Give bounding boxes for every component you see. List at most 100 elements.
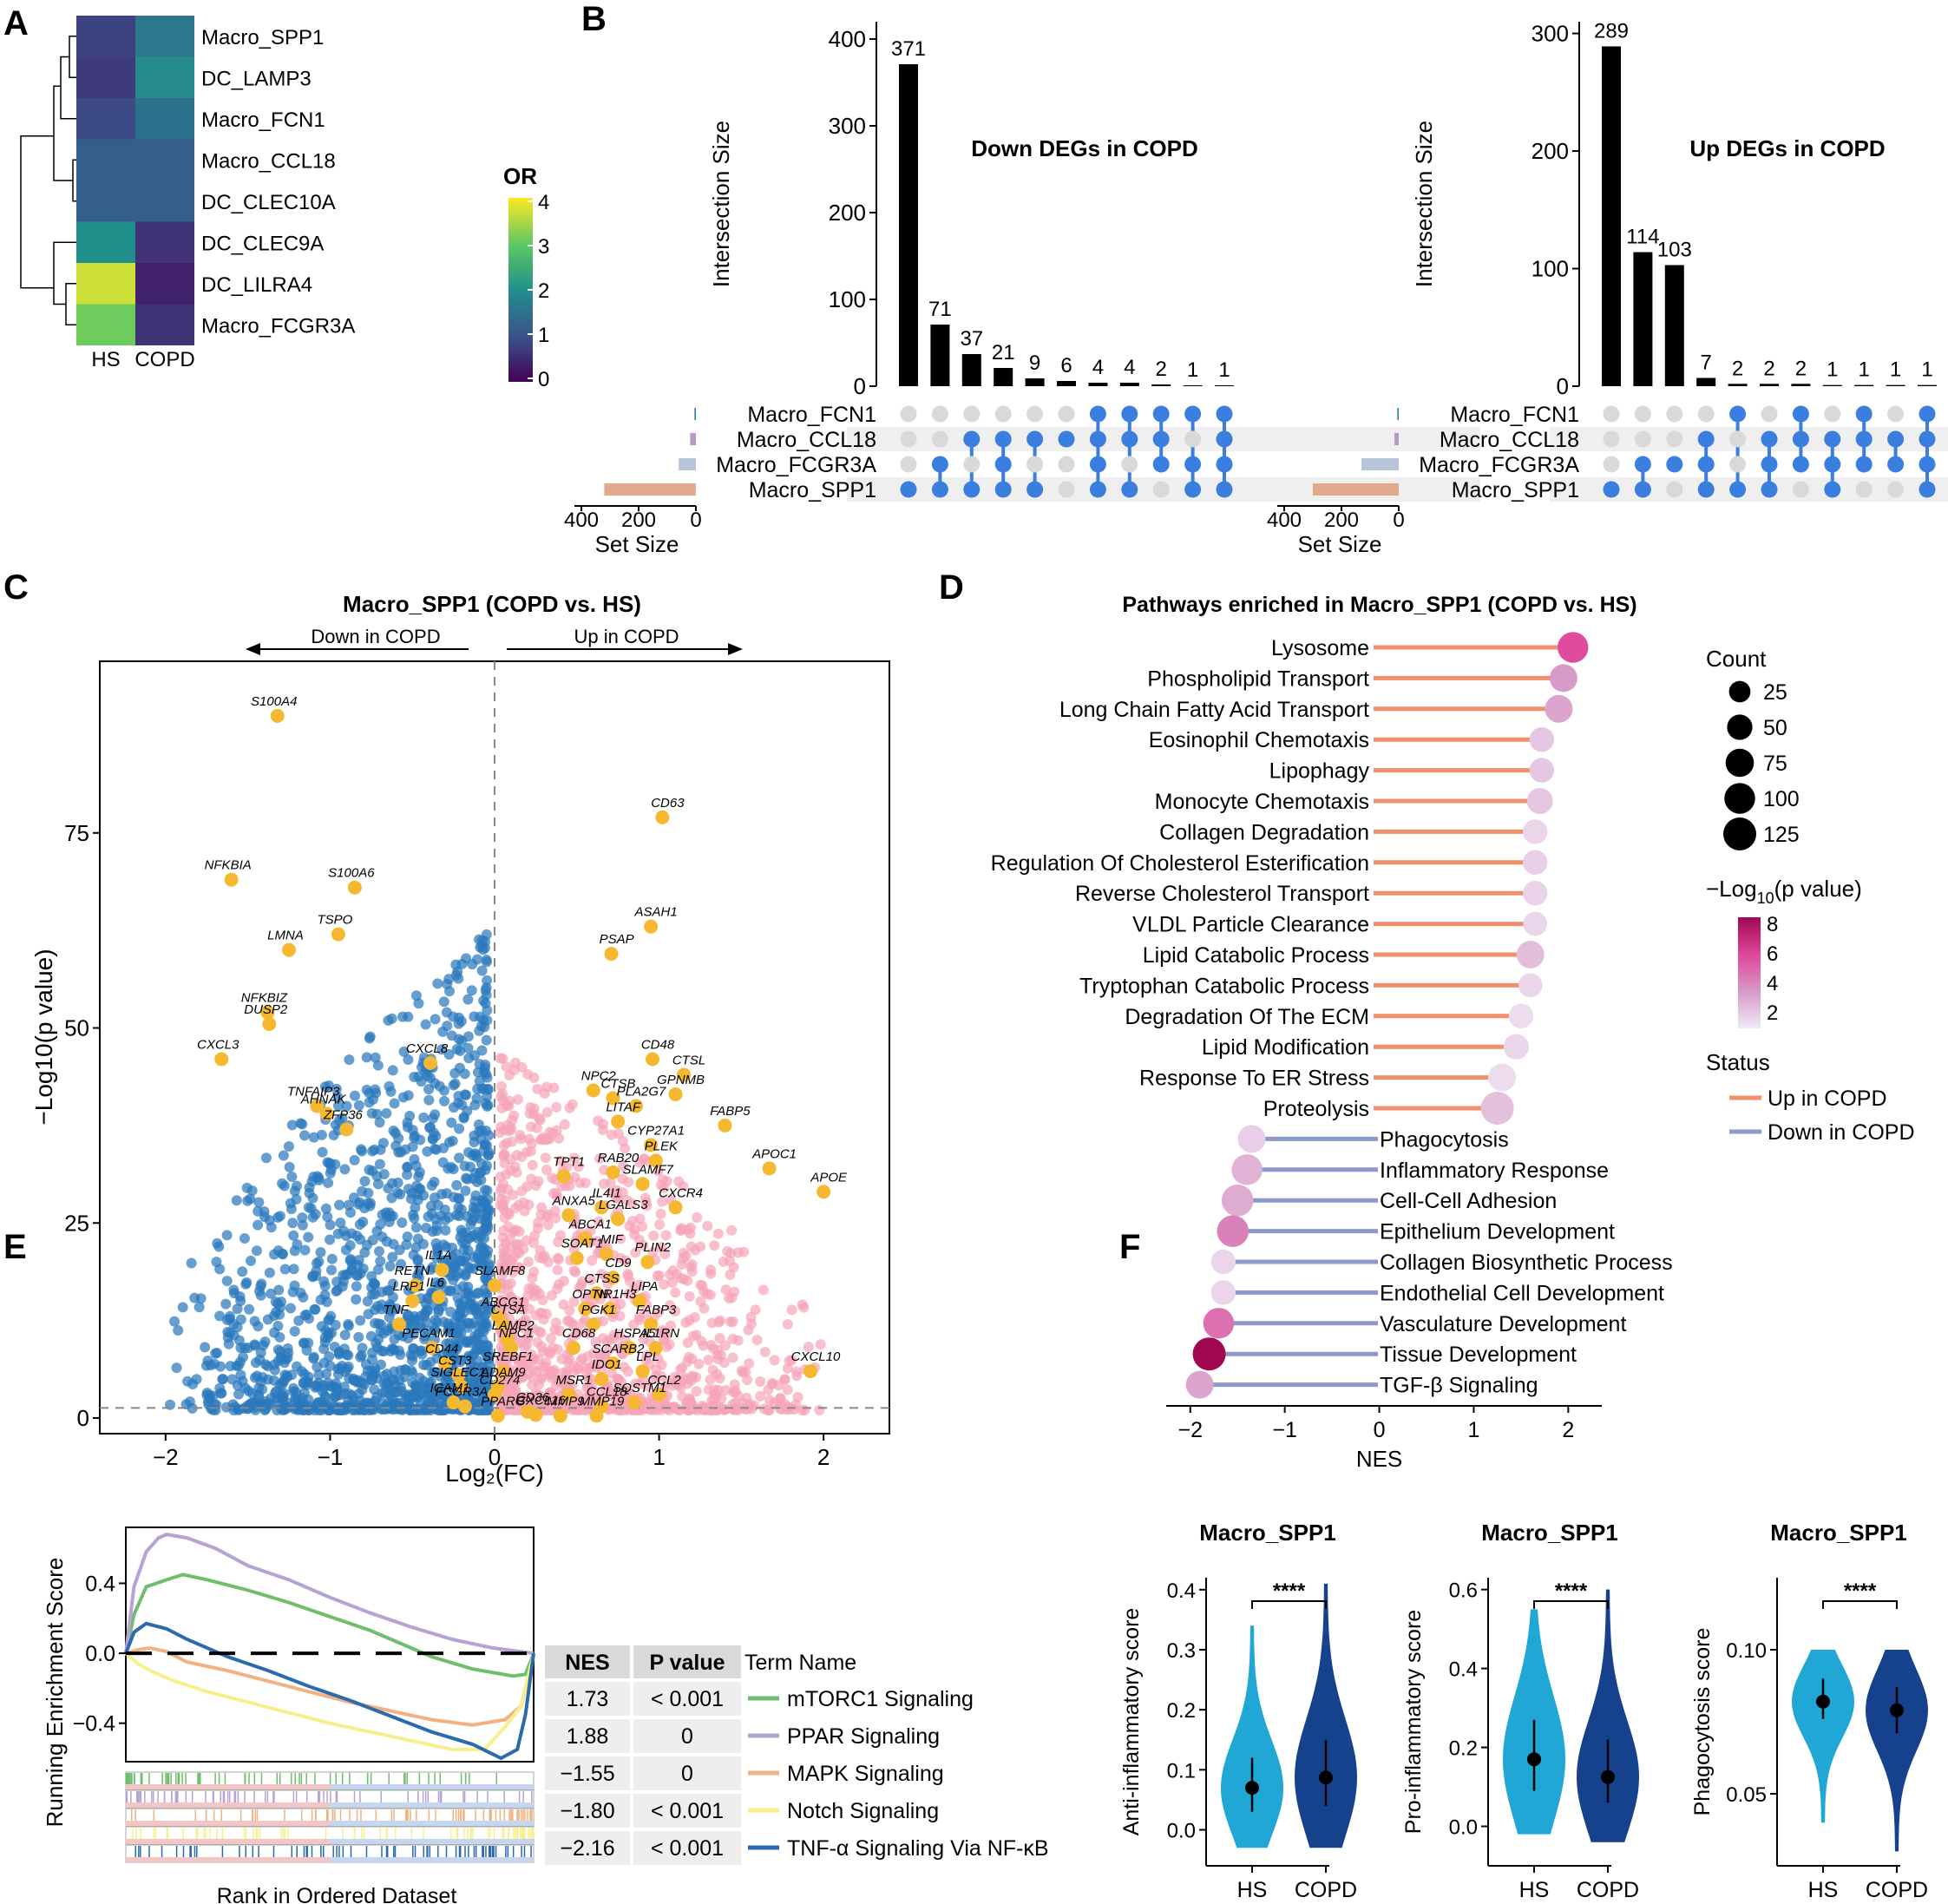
up-gene-point	[511, 1167, 522, 1179]
down-gene-point	[235, 1296, 246, 1307]
term-name: PPAR Signaling	[787, 1724, 940, 1749]
pathway-label: Epithelium Development	[1380, 1220, 1615, 1244]
membership-dot	[1666, 405, 1683, 423]
p-legend-title: −Log10(p value)	[1706, 876, 1862, 907]
dendrogram-branch	[72, 159, 76, 202]
down-gene-point	[482, 1288, 493, 1299]
down-gene-point	[272, 1298, 284, 1310]
down-gene-point	[388, 1343, 399, 1355]
labeled-gene-point	[262, 1017, 277, 1032]
membership-dot	[1058, 456, 1075, 473]
down-gene-point	[367, 1289, 378, 1300]
down-gene-point	[433, 1387, 444, 1398]
pathway-label: Lysosome	[1271, 636, 1369, 660]
down-gene-point	[231, 1195, 242, 1206]
x-tick-label: −2	[153, 1444, 179, 1470]
down-gene-point	[239, 1232, 250, 1244]
down-gene-point	[466, 985, 477, 996]
up-gene-point	[687, 1370, 699, 1382]
set-name: Macro_SPP1	[1452, 478, 1579, 502]
gene-label: CD48	[641, 1037, 675, 1052]
gene-label: CTSA	[490, 1303, 525, 1317]
lollipop-head	[1516, 941, 1545, 968]
x-tick-label: HS	[1237, 1878, 1268, 1902]
up-gene-point	[648, 1230, 659, 1241]
down-gene-point	[476, 1133, 487, 1145]
down-gene-point	[482, 1185, 493, 1196]
down-gene-point	[409, 1133, 420, 1144]
violin-shape	[1221, 1625, 1283, 1848]
gene-label: IDO1	[592, 1357, 622, 1372]
down-gene-point	[468, 1202, 479, 1213]
down-gene-point	[476, 965, 488, 976]
membership-dot	[1697, 405, 1715, 423]
down-gene-point	[235, 1314, 246, 1325]
arrow-left-head	[246, 643, 260, 655]
heatmap-cell	[76, 304, 135, 345]
lollipop-head	[1503, 1034, 1530, 1060]
membership-dot	[1855, 481, 1873, 498]
membership-dot	[1761, 481, 1778, 498]
down-gene-point	[232, 1303, 243, 1315]
up-gene-point	[528, 1238, 540, 1249]
gene-label: NFKBIA	[205, 858, 252, 873]
membership-dot	[963, 405, 981, 423]
up-gene-point	[779, 1374, 790, 1385]
down-gene-point	[249, 1402, 260, 1413]
down-gene-point	[223, 1338, 234, 1349]
down-gene-point	[461, 1288, 472, 1299]
arrow-left-label: Down in COPD	[311, 626, 440, 647]
up-gene-point	[712, 1228, 724, 1239]
down-gene-point	[372, 1264, 384, 1275]
panel-label-f: F	[1119, 1228, 1140, 1266]
dendrogram-branch	[53, 85, 73, 181]
up-gene-point	[570, 1266, 581, 1277]
bar-value-label: 1	[1921, 358, 1932, 382]
up-gene-point	[552, 1264, 563, 1276]
labeled-gene-point	[604, 947, 619, 962]
down-gene-point	[200, 1360, 212, 1371]
membership-dot	[1152, 405, 1170, 423]
membership-dot	[1918, 430, 1936, 448]
up-gene-point	[709, 1240, 720, 1251]
gene-label: CTSS	[585, 1271, 620, 1286]
down-gene-point	[482, 1014, 493, 1026]
membership-dot	[1026, 481, 1044, 498]
down-gene-point	[381, 1236, 392, 1247]
up-gene-point	[685, 1222, 697, 1233]
rank-strip-gradient	[330, 1802, 534, 1808]
down-gene-point	[398, 1046, 410, 1057]
down-gene-point	[298, 1388, 310, 1399]
enrichment-curve	[124, 1533, 535, 1656]
down-gene-point	[330, 1402, 341, 1413]
up-gene-point	[797, 1405, 808, 1416]
down-gene-point	[274, 1331, 285, 1343]
membership-dot	[1792, 481, 1809, 498]
down-gene-point	[329, 1341, 340, 1352]
down-gene-point	[354, 1219, 365, 1231]
panel-label-e: E	[3, 1228, 27, 1266]
bar-value-label: 1	[1218, 358, 1230, 382]
gene-label: IL1RN	[643, 1326, 680, 1341]
intersection-bar	[1822, 384, 1842, 386]
down-gene-point	[461, 953, 472, 964]
set-size-bar	[1397, 408, 1399, 420]
lollipop-head	[1523, 880, 1548, 906]
set-size-title: Set Size	[1298, 531, 1382, 557]
lollipop-head	[1523, 911, 1548, 936]
membership-dot	[1121, 430, 1138, 448]
x-tick-label: −1	[318, 1444, 344, 1470]
up-gene-point	[550, 1317, 561, 1329]
down-gene-point	[279, 1388, 290, 1399]
up-gene-point	[544, 1126, 555, 1138]
down-gene-point	[363, 1187, 374, 1198]
down-gene-point	[325, 1158, 336, 1169]
panel-d: Pathways enriched in Macro_SPP1 (COPD vs…	[991, 593, 1915, 1472]
pathway-label: Proteolysis	[1263, 1097, 1369, 1121]
heatmap-cell	[76, 263, 135, 305]
count-legend-dot	[1725, 748, 1755, 778]
up-gene-point	[510, 1057, 521, 1068]
up-gene-point	[559, 1119, 570, 1130]
down-gene-point	[402, 1169, 413, 1180]
term-name: TNF-α Signaling Via NF-κB	[787, 1836, 1049, 1861]
